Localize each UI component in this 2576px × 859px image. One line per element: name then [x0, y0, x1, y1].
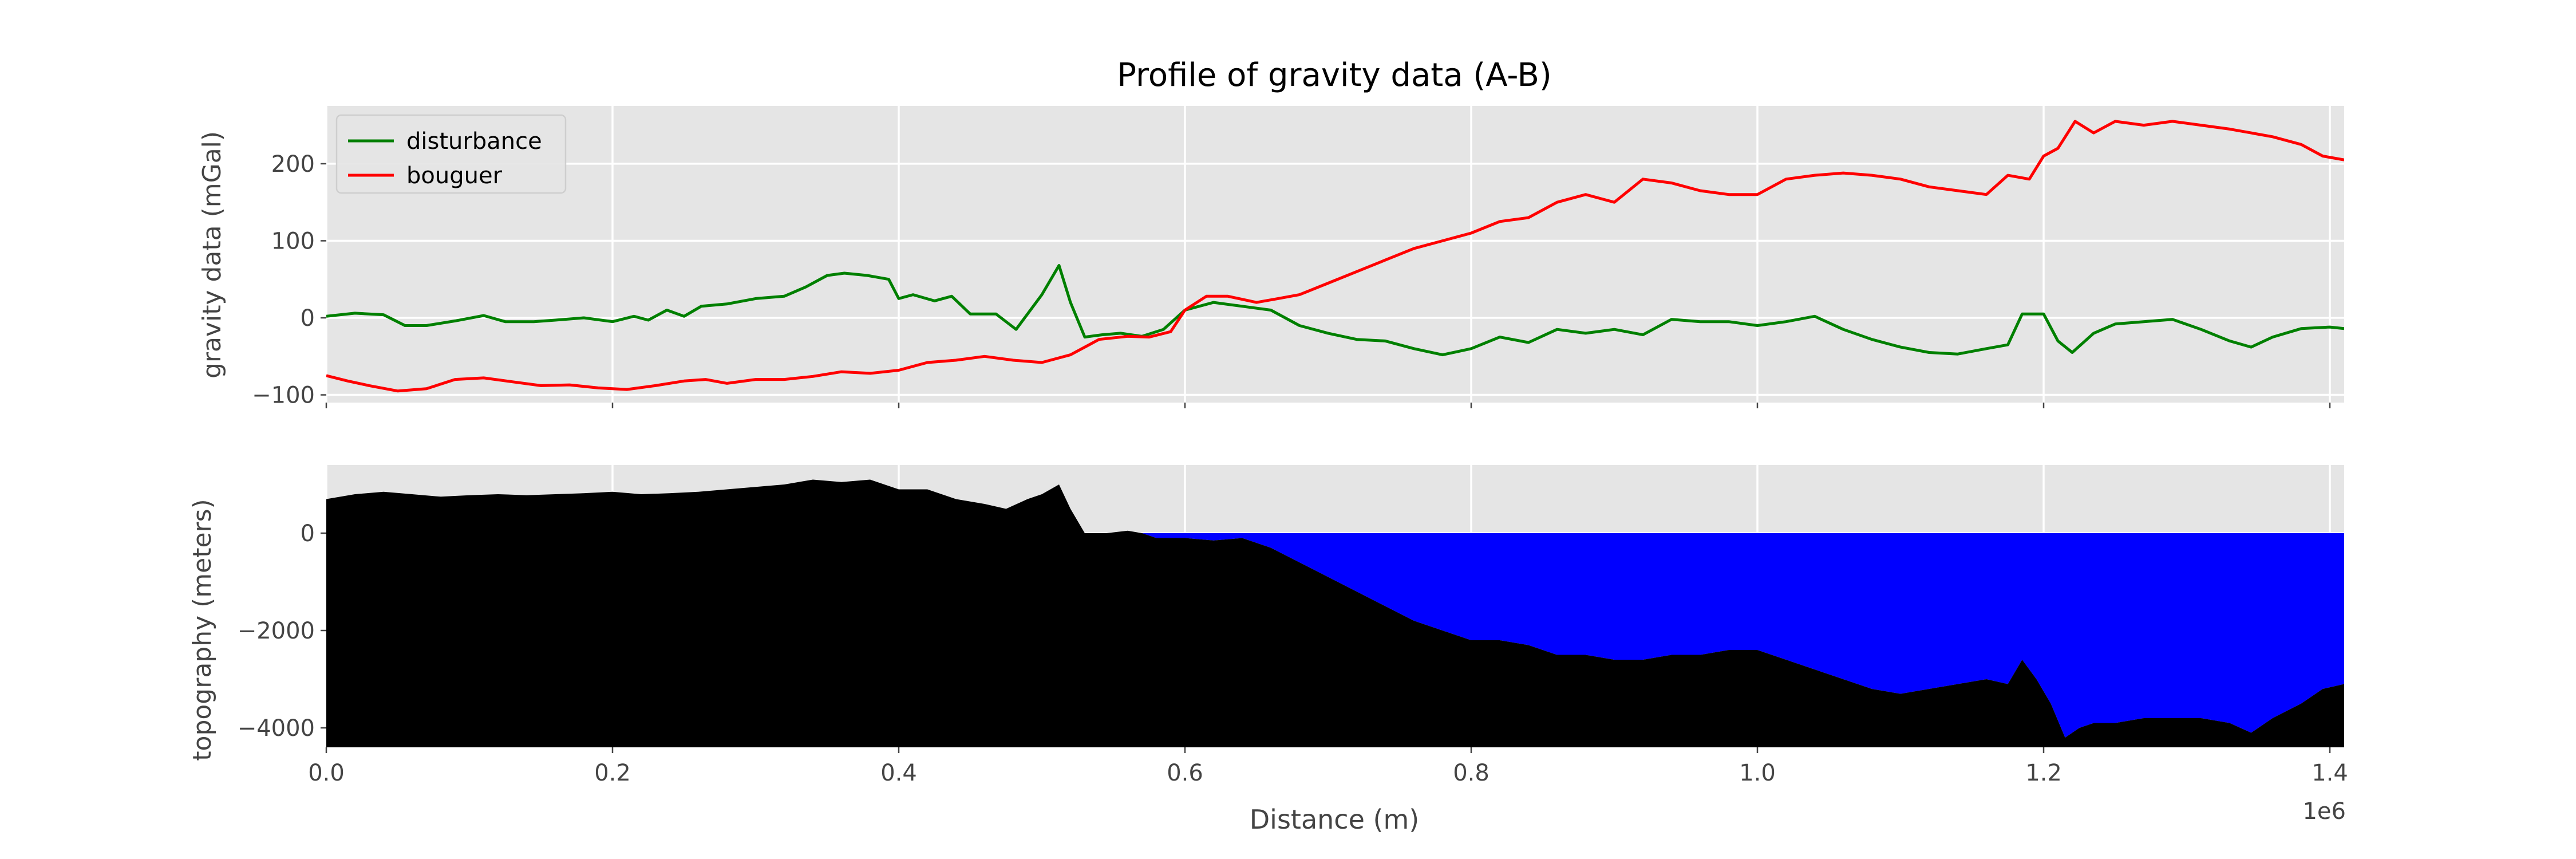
- x-tick-label: 0.6: [1167, 760, 1203, 786]
- x-tick-label: 0.0: [308, 760, 345, 786]
- x-axis-label: Distance (m): [1250, 804, 1419, 835]
- topography-y-axis-label: topography (meters): [188, 499, 217, 761]
- x-tick-label: 0.8: [1453, 760, 1490, 786]
- x-tick-label: 0.2: [594, 760, 631, 786]
- water-area: [326, 533, 2344, 738]
- topography-y-tick-label: 0: [301, 521, 315, 547]
- topography-area: [326, 479, 2344, 747]
- gravity-plot-background: [326, 106, 2344, 403]
- x-tick-label: 1.0: [1739, 760, 1776, 786]
- topography-x-ticks: 0.0 0.2 0.4 0.6 0.8 1.0 1.2 1.4: [308, 747, 2348, 786]
- gravity-x-ticks: [325, 403, 2331, 408]
- legend-label-bouguer: bouguer: [406, 163, 503, 189]
- series-line-disturbance: [326, 264, 2344, 357]
- topography-y-tick-label: −4000: [238, 715, 315, 742]
- gravity-y-tick-label: 100: [271, 228, 315, 254]
- gravity-y-ticks: −100 0 100 200: [252, 151, 326, 409]
- x-tick-label: 1.4: [2312, 760, 2348, 786]
- topography-y-ticks: −4000 −2000 0: [238, 521, 326, 742]
- gravity-panel: −100 0 100 200 gravity data (mGal) disturba…: [197, 106, 2344, 409]
- topography-fill-group: [326, 479, 2344, 747]
- legend-frame: [335, 114, 567, 194]
- x-tick-label: 1.2: [2025, 760, 2062, 786]
- x-axis-offset-label: 1e6: [2302, 798, 2346, 825]
- chart-title: Profile of gravity data (A-B): [1117, 57, 1552, 94]
- gravity-grid: [325, 106, 2344, 403]
- legend-label-disturbance: disturbance: [406, 128, 542, 155]
- x-tick-label: 0.4: [880, 760, 917, 786]
- gravity-y-tick-label: −100: [252, 383, 315, 409]
- gravity-series-group: [326, 120, 2344, 393]
- gravity-y-tick-label: 200: [271, 151, 315, 178]
- series-line-bouguer: [326, 120, 2344, 393]
- topography-y-tick-label: −2000: [238, 618, 315, 644]
- topography-panel: 0.0 0.2 0.4 0.6 0.8 1.0 1.2 1.4 −4000 −2000 0 top…: [188, 465, 2348, 835]
- gravity-legend: disturbance bouguer: [335, 114, 567, 194]
- gravity-y-axis-label: gravity data (mGal): [197, 131, 227, 379]
- gravity-y-tick-label: 0: [301, 305, 315, 332]
